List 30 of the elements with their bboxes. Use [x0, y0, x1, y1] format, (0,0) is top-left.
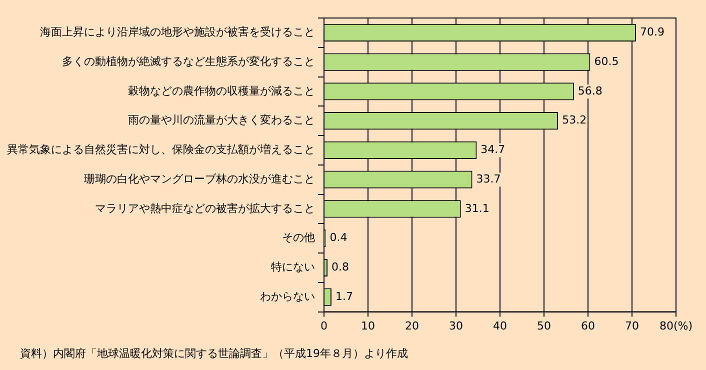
x-tick-label: 40 [493, 319, 507, 332]
data-label: 60.5 [594, 54, 619, 68]
x-tick-label: 70 [625, 319, 639, 332]
y-tick-label: マラリアや熱中症などの被害が拡大すること [95, 202, 315, 215]
x-tick-label: 0 [320, 319, 328, 332]
x-tick-label: 50 [537, 319, 551, 332]
data-label: 0.8 [332, 260, 350, 274]
y-tick-label: 雨の量や川の流量が大きく変わること [128, 114, 315, 127]
y-tick-label: わからない [260, 290, 315, 303]
y-tick-label: 珊瑚の白化やマングローブ林の水没が進むこと [84, 172, 315, 186]
y-tick-label: 穀物などの農作物の収穫量が減ること [128, 84, 315, 98]
data-label: 31.1 [464, 202, 490, 215]
data-label: 33.7 [476, 172, 501, 186]
data-label: 34.7 [480, 143, 506, 156]
text: 資料）内閣府「地球温暖化対策に関する世論調査」（平成19年８月）より作成 [20, 346, 408, 361]
data-label: 56.8 [578, 84, 602, 98]
data-label: 53.2 [562, 114, 587, 127]
data-label: 1.7 [335, 290, 353, 303]
y-tick-label: 多くの動植物が絶滅するなど生態系が変化すること [62, 54, 315, 68]
x-tick-label: 20 [405, 319, 419, 332]
y-tick-label: 海面上昇により沿岸域の地形や施設が被害を受けること [40, 26, 315, 39]
y-tick-label: 特にない [271, 260, 315, 274]
y-tick-label: その他 [282, 231, 315, 244]
x-tick-label: 80(%) [659, 319, 693, 332]
x-tick-label: 60 [581, 319, 595, 332]
x-tick-label: 10 [361, 319, 375, 332]
data-label: 70.9 [640, 26, 664, 39]
data-label: 0.4 [330, 231, 348, 244]
x-tick-label: 30 [449, 319, 463, 332]
y-tick-label: 異常気象による自然災害に対し、保険金の支払額が増えること [7, 143, 315, 156]
